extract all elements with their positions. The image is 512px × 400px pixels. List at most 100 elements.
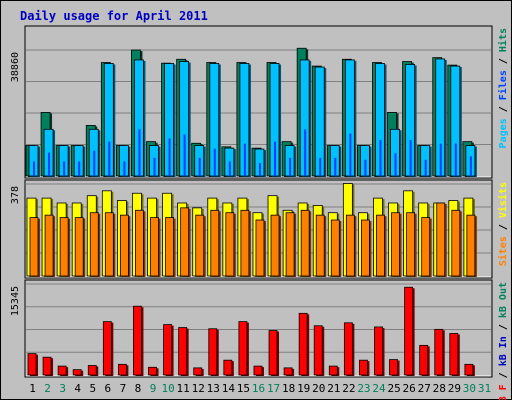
legend-part: kB In (498, 336, 509, 366)
bar-files-day-28 (439, 143, 442, 176)
bar-files-day-15 (243, 143, 246, 176)
bar-kb-f-day-15 (238, 321, 248, 376)
bar-files-day-14 (228, 161, 231, 176)
legend-part: / (498, 366, 509, 384)
x-tick-label-day-1: 1 (29, 382, 36, 395)
bar-sites-day-5 (89, 212, 99, 277)
bar-sites-day-23 (361, 219, 370, 277)
bar-kb-f-day-1 (27, 353, 37, 376)
bar-sites-day-25 (391, 212, 400, 277)
x-tick-label-day-24: 24 (372, 382, 386, 395)
bar-sites-day-12 (195, 214, 205, 277)
bar-kb-f-day-29 (449, 333, 459, 376)
bar-files-day-19 (304, 129, 307, 176)
bar-sites-day-4 (74, 217, 84, 277)
bar-files-day-4 (78, 161, 81, 176)
bar-files-day-18 (289, 157, 292, 176)
bar-kb-f-day-10 (163, 324, 172, 376)
x-tick-label-day-26: 26 (403, 382, 416, 395)
bar-sites-day-27 (421, 217, 431, 277)
bar-kb-f-day-3 (57, 365, 67, 376)
x-tick-label-day-21: 21 (327, 382, 340, 395)
x-tick-label-day-17: 17 (267, 382, 280, 395)
day-labels: 1 2 3 4 5 6 7 8 9 10 11 12 13 14 15 16 17 18 19 20 21 22 23 24 2… (29, 382, 491, 395)
x-tick-label-day-22: 22 (342, 382, 355, 395)
bar-files-day-13 (213, 148, 216, 176)
bar-kb-f-day-28 (434, 328, 444, 376)
bar-kb-f-day-11 (178, 327, 188, 376)
bar-kb-f-day-12 (193, 367, 203, 376)
bar-kb-f-day-25 (389, 359, 398, 376)
bar-kb-f-day-5 (87, 365, 97, 376)
x-tick-label-day-2: 2 (44, 382, 51, 395)
bar-kb-f-day-26 (404, 286, 414, 376)
bar-files-day-9 (153, 157, 156, 176)
series-legend-label: Pages / Files / Hits (497, 28, 509, 148)
x-tick-label-day-10: 10 (161, 382, 174, 395)
hits-files-pages-panel: 38860 Pages / Files / Hits (10, 25, 509, 179)
bar-kb-f-day-24 (374, 326, 383, 376)
x-tick-label-day-3: 3 (59, 382, 66, 395)
bar-sites-day-13 (210, 209, 220, 277)
bar-files-day-21 (334, 157, 337, 176)
bar-sites-day-10 (165, 217, 174, 277)
series-legend-label: Sites / Visits (497, 182, 509, 266)
bar-sites-day-26 (406, 212, 416, 277)
x-tick-label-day-6: 6 (105, 382, 112, 395)
x-tick-label-day-28: 28 (433, 382, 446, 395)
legend-part: kB F (498, 384, 509, 400)
x-tick-label-day-9: 9 (150, 382, 157, 395)
legend-part: Visits (497, 182, 509, 218)
bar-sites-day-7 (119, 214, 129, 277)
bar-files-day-29 (454, 143, 457, 176)
x-tick-label-day-30: 30 (463, 382, 476, 395)
bar-sites-day-6 (104, 212, 114, 277)
legend-part: Sites (497, 236, 509, 266)
bar-files-day-26 (409, 140, 412, 176)
bar-kb-f-day-16 (253, 365, 263, 376)
x-tick-label-day-16: 16 (252, 382, 265, 395)
legend-part: / (498, 52, 509, 70)
bar-sites-day-30 (466, 214, 476, 277)
bar-files-day-8 (138, 129, 141, 176)
x-tick-label-day-12: 12 (192, 382, 205, 395)
chart-title: Daily usage for April 2011 (20, 9, 208, 23)
bar-files-day-2 (48, 152, 51, 176)
legend-part: / (498, 218, 509, 236)
bar-sites-day-19 (300, 209, 310, 277)
x-tick-label-day-7: 7 (120, 382, 127, 395)
bar-files-day-10 (168, 138, 171, 176)
bar-sites-day-18 (285, 212, 295, 277)
y-max-label: 15345 (10, 286, 21, 316)
bar-files-day-20 (319, 157, 322, 176)
y-max-label: 378 (10, 186, 21, 204)
bar-kb-f-day-8 (133, 305, 142, 376)
bar-files-day-16 (258, 163, 261, 176)
legend-part: Files (497, 70, 509, 100)
bar-kb-f-day-9 (148, 366, 157, 376)
bar-kb-f-day-20 (313, 325, 323, 376)
legend-part: Pages (498, 118, 509, 148)
bar-sites-day-28 (436, 202, 446, 277)
x-tick-label-day-4: 4 (74, 382, 81, 395)
bar-files-day-12 (198, 157, 201, 176)
bar-kb-f-day-17 (268, 330, 278, 376)
bar-files-day-6 (108, 141, 111, 176)
bar-kb-f-day-7 (117, 363, 127, 376)
x-tick-label-day-8: 8 (135, 382, 142, 395)
bar-sites-day-20 (315, 214, 325, 277)
x-tick-label-day-19: 19 (297, 382, 310, 395)
x-tick-label-day-14: 14 (222, 382, 236, 395)
bar-sites-day-21 (330, 219, 340, 277)
bar-sites-day-3 (59, 217, 69, 277)
bar-sites-day-15 (240, 209, 250, 277)
bar-files-day-25 (394, 153, 397, 176)
bar-sites-day-9 (150, 217, 159, 277)
x-tick-label-day-23: 23 (357, 382, 370, 395)
bar-files-day-7 (123, 161, 126, 176)
bar-sites-day-24 (376, 214, 385, 277)
x-tick-label-day-25: 25 (387, 382, 400, 395)
x-tick-label-day-13: 13 (207, 382, 220, 395)
